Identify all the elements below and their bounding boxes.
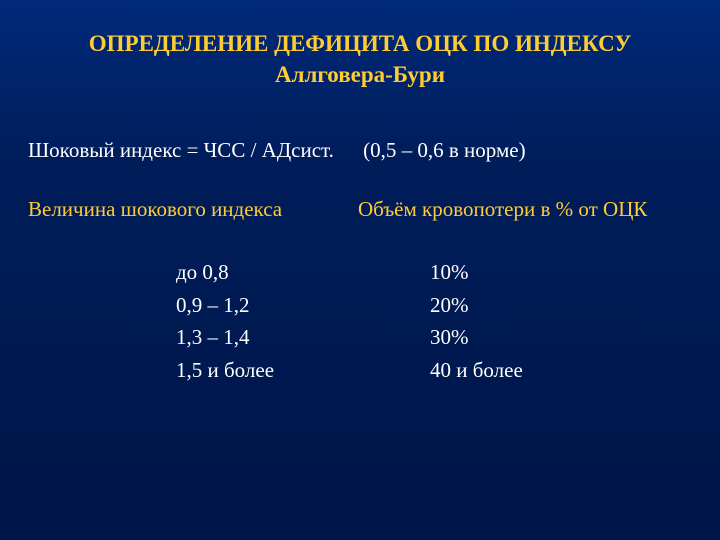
- table-row: 0,9 – 1,2 20%: [28, 289, 692, 322]
- formula-note: (0,5 – 0,6 в норме): [363, 138, 525, 162]
- cell-loss: 40 и более: [338, 354, 692, 387]
- table-body: до 0,8 10% 0,9 – 1,2 20% 1,3 – 1,4 30% 1…: [28, 256, 692, 386]
- table-row: 1,3 – 1,4 30%: [28, 321, 692, 354]
- title-line-1: ОПРЕДЕЛЕНИЕ ДЕФИЦИТА ОЦК ПО ИНДЕКСУ: [89, 31, 632, 56]
- cell-loss: 10%: [338, 256, 692, 289]
- column-header-index: Величина шокового индекса: [28, 197, 358, 222]
- table-row: до 0,8 10%: [28, 256, 692, 289]
- cell-loss: 20%: [338, 289, 692, 322]
- cell-index: 0,9 – 1,2: [28, 289, 338, 322]
- cell-index: 1,5 и более: [28, 354, 338, 387]
- cell-index: 1,3 – 1,4: [28, 321, 338, 354]
- slide-title: ОПРЕДЕЛЕНИЕ ДЕФИЦИТА ОЦК ПО ИНДЕКСУ Аллг…: [28, 28, 692, 90]
- cell-index: до 0,8: [28, 256, 338, 289]
- formula-text: Шоковый индекс = ЧСС / АДсист.: [28, 138, 334, 162]
- formula-line: Шоковый индекс = ЧСС / АДсист. (0,5 – 0,…: [28, 138, 692, 163]
- title-line-2: Аллговера-Бури: [275, 62, 445, 87]
- column-header-loss: Объём кровопотери в % от ОЦК: [358, 197, 692, 222]
- table-header-row: Величина шокового индекса Объём кровопот…: [28, 197, 692, 222]
- table-row: 1,5 и более 40 и более: [28, 354, 692, 387]
- cell-loss: 30%: [338, 321, 692, 354]
